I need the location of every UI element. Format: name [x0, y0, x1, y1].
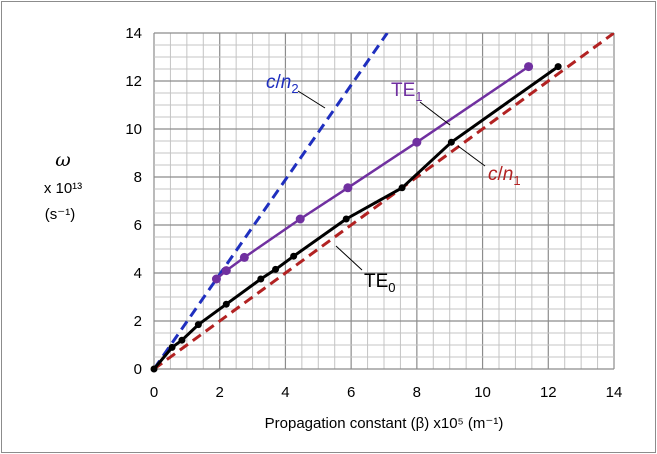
label-te1: TE1	[391, 80, 423, 104]
label-c-over-n1: c/n1	[488, 164, 521, 188]
y-tick-label: 12	[125, 73, 142, 90]
x-tick-label: 10	[474, 384, 491, 401]
marker-layer	[150, 62, 562, 373]
tick-labels: 0 2 4 6 8 10 12 14 0 2 4 6 8 10 12 14	[125, 25, 622, 401]
series-marker-2	[524, 62, 534, 72]
label-te0: TE0	[364, 271, 396, 295]
series-marker-3	[150, 365, 158, 373]
x-tick-label: 14	[606, 384, 623, 401]
leader-te0	[335, 245, 363, 271]
x-tick-label: 6	[347, 384, 355, 401]
y-axis-scale: x 10¹³	[44, 180, 82, 197]
series-marker-3	[447, 138, 455, 146]
series-marker-3	[178, 336, 186, 344]
series-line-3	[154, 65, 559, 369]
x-tick-label: 12	[540, 384, 557, 401]
series-marker-3	[342, 215, 350, 223]
series-marker-3	[222, 300, 230, 308]
series-marker-3	[194, 321, 202, 329]
series-marker-3	[554, 63, 562, 71]
x-tick-label: 8	[413, 384, 421, 401]
grid	[153, 32, 615, 370]
series-marker-3	[168, 343, 176, 351]
y-axis-units: (s⁻¹)	[45, 206, 75, 223]
y-tick-label: 14	[125, 25, 142, 42]
series-marker-2	[211, 274, 221, 284]
y-tick-label: 8	[134, 169, 142, 186]
series-marker-3	[398, 184, 406, 192]
leader-c-over-n1	[457, 145, 486, 167]
x-axis-title: Propagation constant (β) x10⁵ (m⁻¹)	[265, 415, 504, 432]
series-line-2	[215, 65, 530, 280]
y-tick-label: 2	[134, 313, 142, 330]
series-line-0	[154, 33, 389, 369]
leader-te1	[419, 101, 451, 126]
y-tick-label: 4	[134, 265, 142, 282]
label-c-over-n2: c/n2	[266, 72, 299, 96]
series-marker-2	[412, 137, 422, 147]
series-marker-2	[295, 214, 305, 224]
series-marker-2	[239, 252, 249, 262]
series-marker-3	[290, 252, 298, 260]
leader-c-over-n2	[297, 90, 326, 109]
series-marker-3	[272, 265, 280, 273]
x-tick-label: 2	[216, 384, 224, 401]
x-tick-label: 0	[150, 384, 158, 401]
y-tick-label: 10	[125, 121, 142, 138]
y-tick-label: 0	[134, 361, 142, 378]
x-tick-label: 4	[281, 384, 289, 401]
series-marker-3	[257, 275, 265, 283]
series-marker-2	[221, 266, 231, 276]
y-axis-symbol: ω	[55, 149, 71, 171]
series-marker-2	[343, 183, 353, 193]
y-tick-label: 6	[134, 217, 142, 234]
